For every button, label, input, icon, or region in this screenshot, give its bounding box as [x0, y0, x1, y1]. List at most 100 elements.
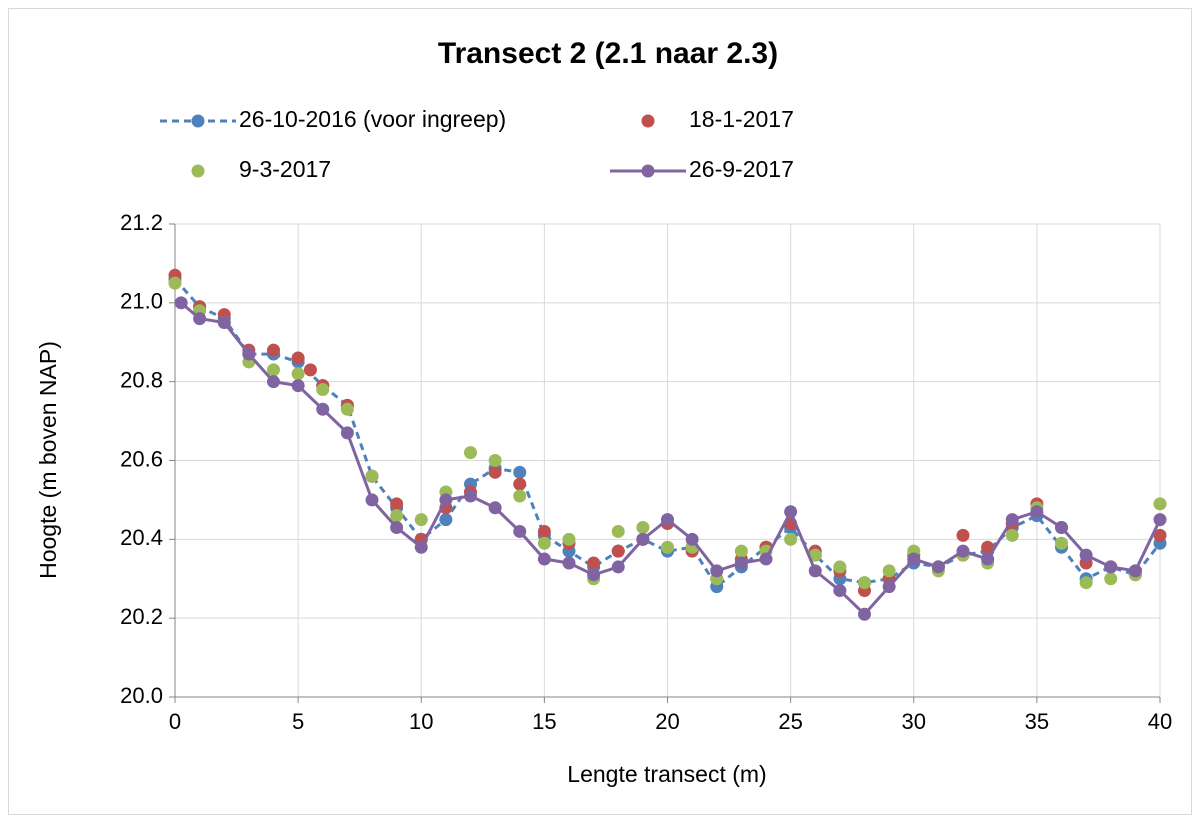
data-point: [661, 540, 674, 554]
data-point: [168, 276, 182, 290]
legend-item: 18-1-2017: [641, 106, 794, 132]
data-point: [562, 532, 576, 546]
data-point: [316, 383, 330, 397]
data-point: [1005, 528, 1019, 542]
data-point: [1055, 536, 1068, 550]
data-point: [267, 343, 280, 357]
data-point: [439, 493, 453, 507]
x-tick-label: 30: [902, 709, 926, 734]
data-point: [316, 402, 330, 416]
data-point: [931, 560, 945, 574]
y-tick-label: 21.0: [120, 289, 163, 314]
y-axis-label: Hoogte (m boven NAP): [35, 341, 61, 579]
x-tick-label: 0: [169, 709, 181, 734]
data-point: [267, 363, 280, 377]
data-point: [1005, 513, 1019, 527]
legend-marker: [641, 114, 655, 128]
data-point: [439, 513, 453, 527]
legend-item: 26-10-2016 (voor ingreep): [160, 106, 506, 132]
data-point: [193, 312, 207, 326]
data-point: [1104, 572, 1118, 586]
data-point: [488, 454, 502, 467]
data-point: [784, 505, 798, 519]
data-point: [587, 556, 601, 570]
data-point: [513, 489, 527, 503]
data-point: [217, 316, 231, 330]
data-point: [414, 540, 428, 554]
legend-marker: [641, 164, 655, 178]
data-point: [882, 580, 896, 594]
data-point: [1055, 521, 1068, 535]
data-point: [1128, 564, 1142, 578]
legend-label: 26-10-2016 (voor ingreep): [239, 106, 506, 132]
legend-item: 26-9-2017: [610, 156, 794, 182]
x-tick-label: 20: [655, 709, 679, 734]
data-point: [956, 528, 970, 542]
data-point: [759, 552, 773, 566]
data-point: [808, 548, 822, 562]
data-point: [513, 477, 527, 491]
data-point: [242, 347, 256, 361]
x-tick-label: 15: [532, 709, 556, 734]
legend-marker: [191, 114, 205, 128]
data-point: [636, 521, 650, 535]
data-point: [291, 351, 305, 365]
data-point: [858, 576, 871, 590]
data-point: [858, 607, 871, 621]
x-tick-label: 10: [409, 709, 433, 734]
data-point: [291, 379, 305, 393]
data-point: [734, 544, 748, 558]
data-point: [340, 426, 354, 440]
data-point: [611, 524, 625, 538]
data-point: [537, 552, 551, 566]
data-point: [981, 540, 995, 554]
data-point: [1030, 505, 1044, 519]
data-point: [636, 532, 650, 546]
y-tick-label: 20.4: [120, 525, 163, 550]
legend-label: 26-9-2017: [689, 156, 794, 182]
y-tick-label: 20.8: [120, 367, 163, 392]
data-point: [1079, 548, 1093, 562]
data-point: [587, 568, 601, 582]
data-point: [710, 564, 724, 578]
data-point: [488, 465, 502, 479]
data-point: [784, 532, 798, 546]
data-point: [513, 465, 527, 479]
data-point: [1104, 560, 1118, 574]
y-tick-label: 20.2: [120, 604, 163, 629]
data-point: [390, 509, 404, 523]
legend-marker: [191, 164, 205, 178]
data-point: [1153, 513, 1167, 527]
data-point: [513, 524, 527, 538]
data-point: [365, 469, 379, 483]
legend-item: 9-3-2017: [191, 156, 331, 182]
data-point: [1079, 576, 1093, 590]
x-axis-label: Lengte transect (m): [567, 761, 766, 787]
data-point: [1153, 497, 1167, 511]
x-tick-label: 5: [292, 709, 304, 734]
data-point: [661, 513, 674, 527]
data-point: [1153, 528, 1167, 542]
data-point: [981, 552, 995, 566]
data-point: [882, 564, 896, 578]
data-point: [174, 296, 188, 310]
chart-title: Transect 2 (2.1 naar 2.3): [438, 37, 778, 70]
data-point: [611, 560, 625, 574]
data-point: [734, 556, 748, 570]
data-point: [291, 367, 305, 381]
y-tick-label: 20.0: [120, 683, 163, 708]
legend-label: 9-3-2017: [239, 156, 331, 182]
chart-border: [8, 8, 1192, 815]
data-point: [685, 532, 699, 546]
data-point: [537, 524, 551, 538]
data-point: [464, 489, 477, 503]
data-point: [414, 513, 428, 527]
y-tick-label: 21.2: [120, 210, 163, 235]
data-point: [365, 493, 379, 507]
data-point: [907, 552, 921, 566]
data-point: [611, 544, 625, 558]
data-point: [390, 521, 404, 535]
y-tick-label: 20.6: [120, 446, 163, 471]
data-point: [267, 375, 280, 389]
